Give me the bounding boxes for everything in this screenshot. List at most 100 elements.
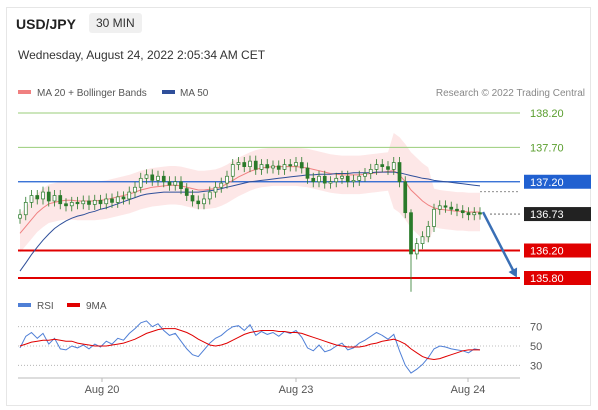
chart-legend: MA 20 + Bollinger Bands MA 50 Research ©… (18, 88, 585, 99)
forecast-arrow (481, 211, 517, 275)
candle (202, 198, 206, 205)
candle (150, 174, 155, 181)
candle (242, 162, 247, 167)
candle (432, 208, 436, 227)
bollinger-band (20, 132, 480, 253)
candle (75, 202, 80, 205)
candle (213, 186, 218, 193)
candle (115, 196, 120, 203)
last-price-tag (524, 207, 591, 222)
candle (259, 164, 264, 170)
timeframe-badge[interactable]: 30 MIN (89, 13, 142, 33)
candle (121, 196, 126, 200)
instrument-symbol: USD/JPY (16, 16, 76, 32)
candle (81, 200, 86, 205)
candle (363, 173, 367, 177)
chart-datetime: Wednesday, August 24, 2022 2:05:34 AM CE… (18, 48, 266, 62)
rsi-tick-label: 50 (530, 341, 542, 353)
candle (18, 214, 22, 219)
rsi-line (19, 320, 481, 374)
level-tag (524, 271, 591, 285)
candle (29, 195, 34, 203)
rsi-tick-label: 70 (530, 322, 542, 334)
candle (92, 199, 97, 205)
candle (368, 169, 373, 174)
candle (161, 175, 166, 183)
candle (46, 191, 51, 202)
ma9-legend-label: 9MA (86, 301, 107, 312)
chart-card (6, 7, 591, 406)
candle (207, 191, 212, 200)
candle (282, 164, 287, 170)
level-tag (524, 243, 591, 258)
candle (156, 175, 160, 181)
candle (110, 198, 114, 203)
level-label: 136.20 (530, 246, 564, 258)
rsi-legend-label: RSI (37, 301, 54, 312)
candle (41, 191, 45, 200)
candle (391, 162, 396, 170)
candle (87, 200, 91, 205)
chart-header: USD/JPY 30 MIN (6, 7, 591, 40)
candle (449, 206, 454, 210)
candle (455, 208, 459, 211)
candle (64, 203, 68, 207)
candle (397, 162, 402, 183)
candle (386, 166, 390, 170)
candle (104, 198, 109, 205)
rsi-legend-swatch (18, 303, 31, 307)
candle (271, 165, 275, 169)
candle (414, 243, 419, 255)
candle (340, 175, 344, 179)
candle (478, 212, 482, 215)
level-label: 138.20 (530, 108, 564, 120)
candle (184, 188, 189, 196)
candle (380, 164, 385, 167)
candle (345, 175, 350, 183)
candle (443, 205, 448, 208)
candle (374, 164, 379, 170)
x-axis: Aug 20 Aug 23 Aug 24 (18, 377, 520, 396)
candle (133, 186, 137, 193)
candle (138, 177, 143, 188)
rsi-panel: 70 50 30 (18, 320, 542, 374)
candle (420, 236, 425, 244)
candle (334, 177, 339, 183)
candle (196, 200, 201, 205)
candle (357, 175, 362, 181)
candle (299, 162, 304, 169)
candle (236, 162, 241, 165)
candle (52, 195, 57, 202)
level-label: 137.20 (530, 177, 564, 189)
candle (322, 175, 327, 184)
candle (190, 195, 195, 202)
copyright-text: Research © 2022 Trading Central (436, 88, 585, 99)
candle (23, 202, 28, 216)
level-label: 135.80 (530, 273, 564, 285)
x-tick-label: Aug 23 (279, 384, 314, 396)
candle (265, 164, 270, 169)
candle (225, 175, 229, 184)
candle (127, 191, 132, 200)
candle (328, 181, 333, 184)
price-panel: 138.20 137.70 137.20 136.20 135.80 136.73 (18, 108, 591, 292)
candle (69, 202, 74, 207)
x-tick-label: Aug 24 (451, 384, 486, 396)
candle (288, 164, 293, 167)
ma20-legend-swatch (18, 90, 31, 94)
candle (437, 205, 442, 210)
ma50-legend-label: MA 50 (180, 88, 209, 99)
last-price-label: 136.73 (530, 209, 564, 221)
candle (426, 226, 431, 238)
candle (311, 177, 316, 183)
level-tag (524, 174, 591, 189)
candle (144, 174, 149, 179)
candle (173, 181, 178, 186)
candle (351, 180, 356, 183)
candle (230, 164, 235, 177)
candle (305, 167, 310, 179)
candle (472, 212, 477, 216)
candle (98, 199, 103, 205)
x-tick-label: Aug 20 (85, 384, 120, 396)
